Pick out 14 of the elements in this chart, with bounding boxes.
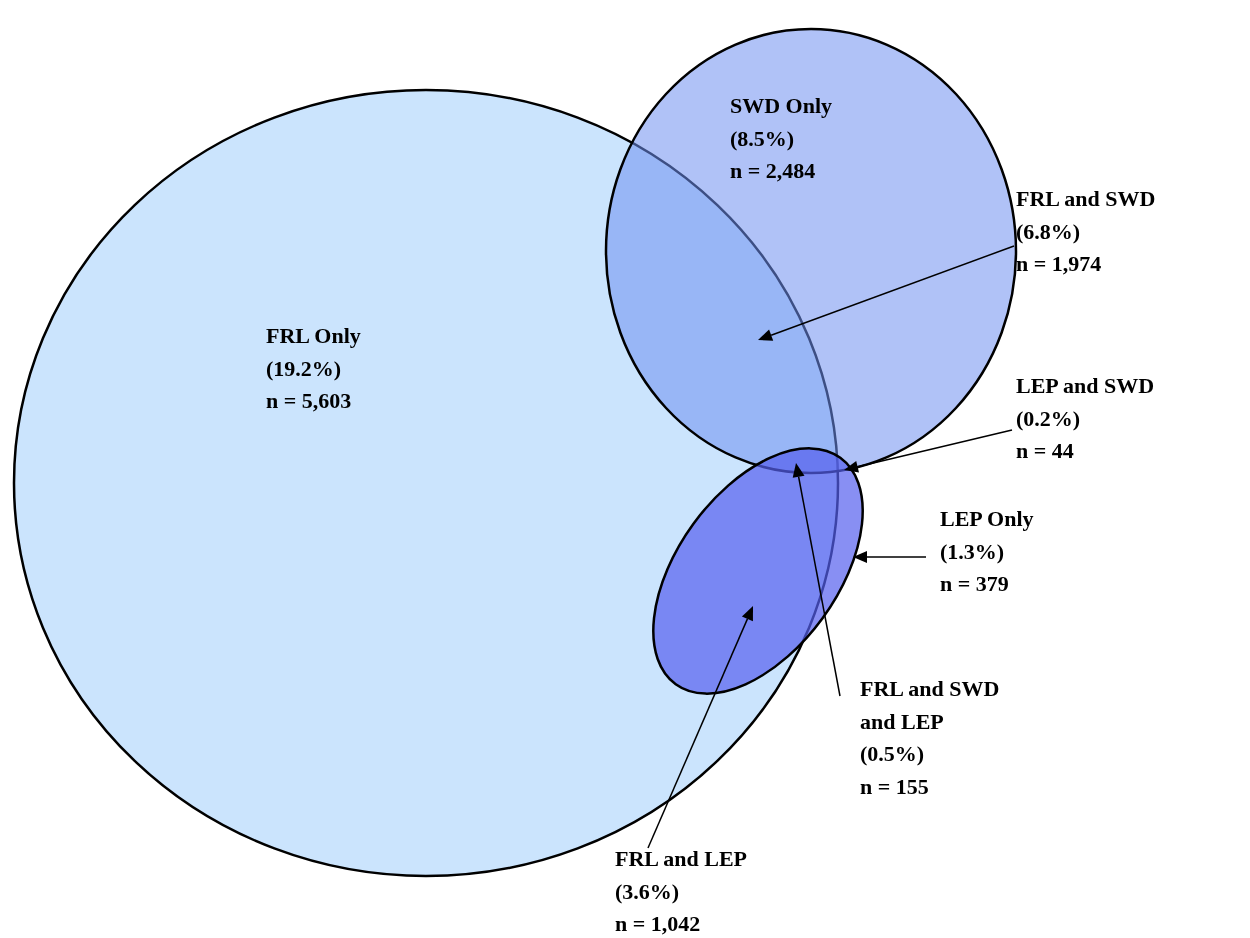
data-label: (1.3%) n = 379	[940, 538, 1009, 596]
category-label: FRL and SWD and LEP	[860, 676, 1000, 734]
data-label: (3.6%) n = 1,042	[615, 878, 701, 936]
data-label: (8.5%) n = 2,484	[730, 125, 816, 183]
data-label: (6.8%) n = 1,974	[1016, 218, 1102, 276]
category-label: FRL and SWD	[1016, 186, 1156, 211]
data-label: (0.5%) n = 155	[860, 741, 929, 799]
data-label: (19.2%) n = 5,603	[266, 355, 352, 413]
data-label: (0.2%) n = 44	[1016, 405, 1081, 463]
category-label: FRL Only	[266, 323, 361, 348]
category-label: FRL and LEP	[615, 846, 748, 871]
category-label: LEP Only	[940, 506, 1034, 531]
category-label: SWD Only	[730, 93, 833, 118]
category-label: LEP and SWD	[1016, 373, 1155, 398]
